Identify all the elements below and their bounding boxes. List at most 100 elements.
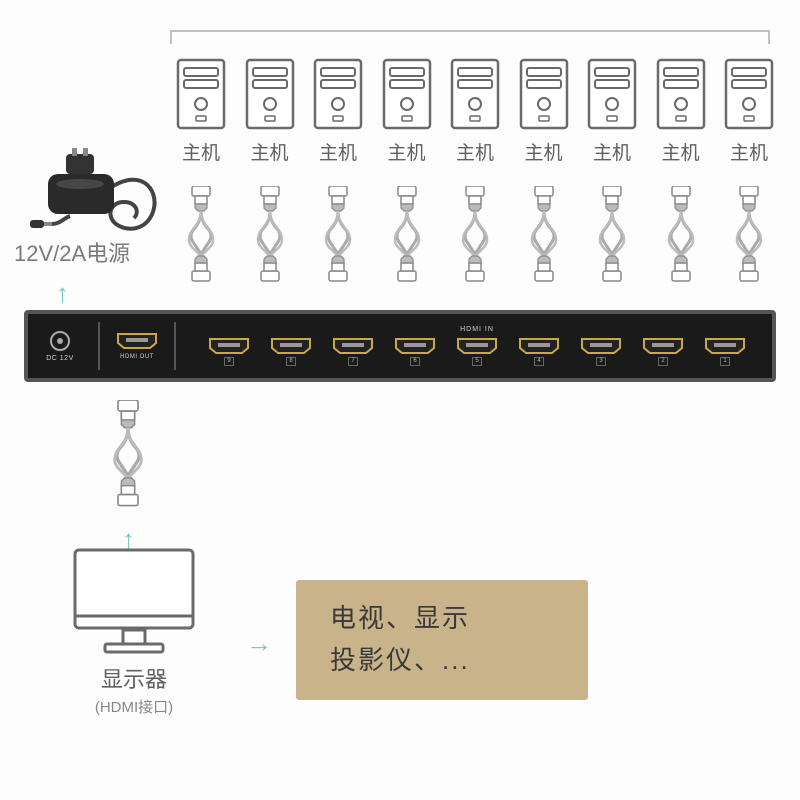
input-cable (239, 186, 301, 294)
port-number: 2 (658, 357, 667, 366)
hdmi-in-port: 2 (642, 337, 684, 366)
host-label: 主机 (661, 138, 699, 165)
input-cable (513, 186, 575, 294)
hdmi-cable-icon (457, 186, 493, 294)
host-pc: 主机 (239, 56, 301, 165)
host-pc: 主机 (581, 56, 643, 165)
host-label: 主机 (524, 138, 562, 165)
info-line-1: 电视、显示 (330, 598, 588, 640)
host-label: 主机 (730, 138, 768, 165)
hdmi-cable-icon (320, 186, 356, 294)
port-number: 5 (472, 357, 481, 366)
power-label: 12V/2A电源 (14, 236, 130, 268)
hosts-row: 主机 主机 主机 主机 主机 主机 主机 主机 主机 (170, 56, 780, 165)
hdmi-port-icon (518, 337, 560, 355)
port-number: 3 (596, 357, 605, 366)
hdmi-in-port: 6 (394, 337, 436, 366)
hdmi-port-icon (270, 337, 312, 355)
hdmi-in-port: 1 (704, 337, 746, 366)
pc-tower-icon (174, 56, 228, 132)
input-cable (307, 186, 369, 294)
dc-label: DC 12V (46, 355, 74, 362)
port-number: 7 (348, 357, 357, 366)
hdmi-cable-icon (389, 186, 425, 294)
output-cable (108, 400, 148, 525)
hdmi-port-icon (580, 337, 622, 355)
host-pc: 主机 (718, 56, 780, 165)
host-label: 主机 (250, 138, 288, 165)
pc-tower-icon (311, 56, 365, 132)
hdmi-in-label: HDMI IN (460, 326, 494, 333)
input-cable (170, 186, 232, 294)
hdmi-in-port: 5 (456, 337, 498, 366)
host-pc: 主机 (170, 56, 232, 165)
hdmi-port-icon (704, 337, 746, 355)
hdmi-port-icon (394, 337, 436, 355)
port-number: 4 (534, 357, 543, 366)
hdmi-cable-icon (252, 186, 288, 294)
hdmi-cable-icon (183, 186, 219, 294)
host-label: 主机 (182, 138, 220, 165)
input-cables-row (170, 186, 780, 294)
port-number: 6 (410, 357, 419, 366)
host-pc: 主机 (307, 56, 369, 165)
power-adapter: 12V/2A电源 (30, 148, 160, 243)
pc-tower-icon (722, 56, 776, 132)
monitor-icon (69, 544, 199, 654)
hdmi-out-port-icon (116, 332, 158, 350)
hdmi-in-port: 8 (270, 337, 312, 366)
hdmi-in-port: 7 (332, 337, 374, 366)
hdmi-in-port: 9 (208, 337, 250, 366)
switch-separator-1 (98, 322, 100, 370)
hdmi-in-port: 3 (580, 337, 622, 366)
port-number: 8 (286, 357, 295, 366)
arrow-monitor-to-info: → (246, 628, 272, 659)
host-label: 主机 (593, 138, 631, 165)
input-cable (650, 186, 712, 294)
hdmi-cable-icon (731, 186, 767, 294)
hdmi-port-icon (642, 337, 684, 355)
host-label: 主机 (387, 138, 425, 165)
input-cable (376, 186, 438, 294)
hdmi-port-icon (208, 337, 250, 355)
host-label: 主机 (319, 138, 357, 165)
hdmi-switch-device: DC 12V HDMI OUT HDMI IN 9 8 7 6 5 4 3 2 1 (24, 310, 776, 382)
switch-separator-2 (174, 322, 176, 370)
power-adapter-icon (30, 148, 160, 238)
monitor-sublabel: (HDMI接口) (95, 696, 173, 717)
pc-tower-icon (585, 56, 639, 132)
info-box: 电视、显示 投影仪、... (296, 580, 588, 700)
pc-tower-icon (654, 56, 708, 132)
hdmi-cable-icon (594, 186, 630, 294)
input-cable (581, 186, 643, 294)
pc-tower-icon (380, 56, 434, 132)
input-cable (444, 186, 506, 294)
pc-tower-icon (448, 56, 502, 132)
hdmi-in-port: 4 (518, 337, 560, 366)
port-number: 1 (720, 357, 729, 366)
hdmi-cable-icon (526, 186, 562, 294)
hdmi-out-zone: HDMI OUT (106, 332, 168, 360)
switch-dc-zone: DC 12V (28, 314, 92, 378)
info-line-2: 投影仪、... (330, 640, 588, 682)
pc-tower-icon (517, 56, 571, 132)
pc-tower-icon (243, 56, 297, 132)
hdmi-in-zone: HDMI IN 9 8 7 6 5 4 3 2 1 (182, 326, 772, 366)
host-pc: 主机 (444, 56, 506, 165)
hosts-bracket (170, 30, 770, 44)
hdmi-cable-icon (108, 400, 148, 520)
monitor-block: 显示器 (HDMI接口) (54, 544, 214, 717)
hdmi-port-icon (456, 337, 498, 355)
hdmi-port-icon (332, 337, 374, 355)
arrow-power-to-switch: ↑ (56, 278, 69, 309)
hdmi-out-label: HDMI OUT (120, 354, 154, 360)
hdmi-cable-icon (663, 186, 699, 294)
host-pc: 主机 (376, 56, 438, 165)
monitor-label: 显示器 (101, 662, 167, 694)
host-pc: 主机 (513, 56, 575, 165)
input-cable (718, 186, 780, 294)
port-number: 9 (224, 357, 233, 366)
dc-jack-icon (50, 331, 70, 351)
host-pc: 主机 (650, 56, 712, 165)
host-label: 主机 (456, 138, 494, 165)
